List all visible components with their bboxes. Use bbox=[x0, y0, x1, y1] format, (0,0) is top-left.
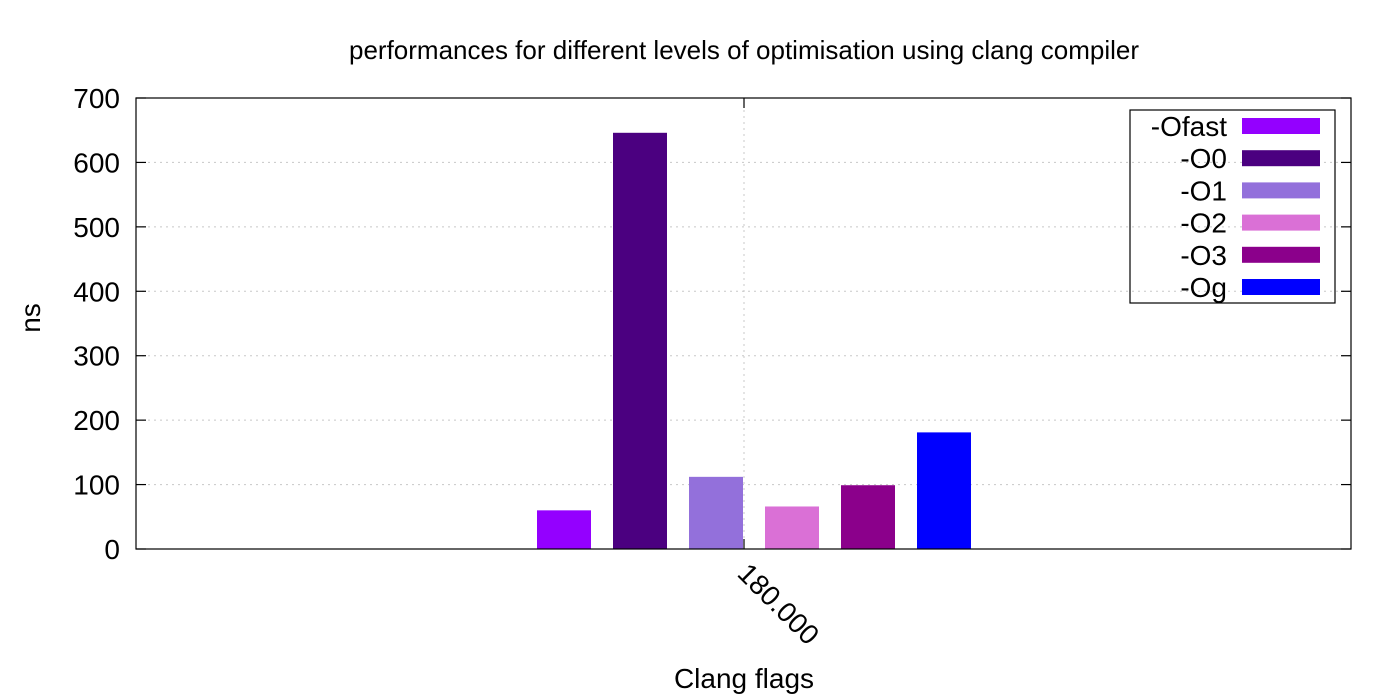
legend-swatch bbox=[1242, 182, 1320, 199]
grid-lines bbox=[136, 98, 1351, 549]
y-axis: 0 100 200 300 400 500 600 700 bbox=[73, 83, 1351, 565]
legend-label: -O2 bbox=[1180, 208, 1227, 239]
y-tick-label: 400 bbox=[73, 276, 120, 307]
bars bbox=[537, 132, 971, 549]
y-tick-label: 300 bbox=[73, 341, 120, 372]
legend-label: -O1 bbox=[1180, 175, 1227, 206]
y-tick-label: 0 bbox=[104, 534, 120, 565]
x-axis-label: Clang flags bbox=[674, 663, 814, 694]
bar bbox=[689, 476, 743, 549]
bar bbox=[765, 506, 819, 549]
legend-swatch bbox=[1242, 118, 1320, 134]
legend: -Ofast-O0-O1-O2-O3-Og bbox=[1129, 109, 1336, 304]
x-tick-label: 180.000 bbox=[732, 557, 825, 650]
y-axis-label: ns bbox=[15, 303, 46, 333]
y-tick-label: 500 bbox=[73, 212, 120, 243]
legend-swatch bbox=[1242, 279, 1320, 295]
y-tick-label: 700 bbox=[73, 83, 120, 114]
legend-label: -Og bbox=[1180, 272, 1227, 303]
legend-label: -O0 bbox=[1180, 143, 1227, 174]
legend-swatch bbox=[1242, 150, 1320, 167]
legend-label: -Ofast bbox=[1151, 111, 1227, 142]
chart-title: performances for different levels of opt… bbox=[349, 35, 1139, 65]
y-tick-label: 100 bbox=[73, 470, 120, 501]
legend-label: -O3 bbox=[1180, 240, 1227, 271]
legend-swatch bbox=[1242, 246, 1320, 263]
bar bbox=[841, 485, 895, 549]
bar bbox=[917, 432, 971, 549]
y-tick-label: 600 bbox=[73, 147, 120, 178]
bar bbox=[537, 510, 591, 549]
x-axis: 180.000 bbox=[732, 98, 825, 651]
legend-box bbox=[1129, 109, 1336, 304]
legend-swatch bbox=[1242, 214, 1320, 231]
bar bbox=[613, 132, 667, 549]
y-tick-label: 200 bbox=[73, 405, 120, 436]
